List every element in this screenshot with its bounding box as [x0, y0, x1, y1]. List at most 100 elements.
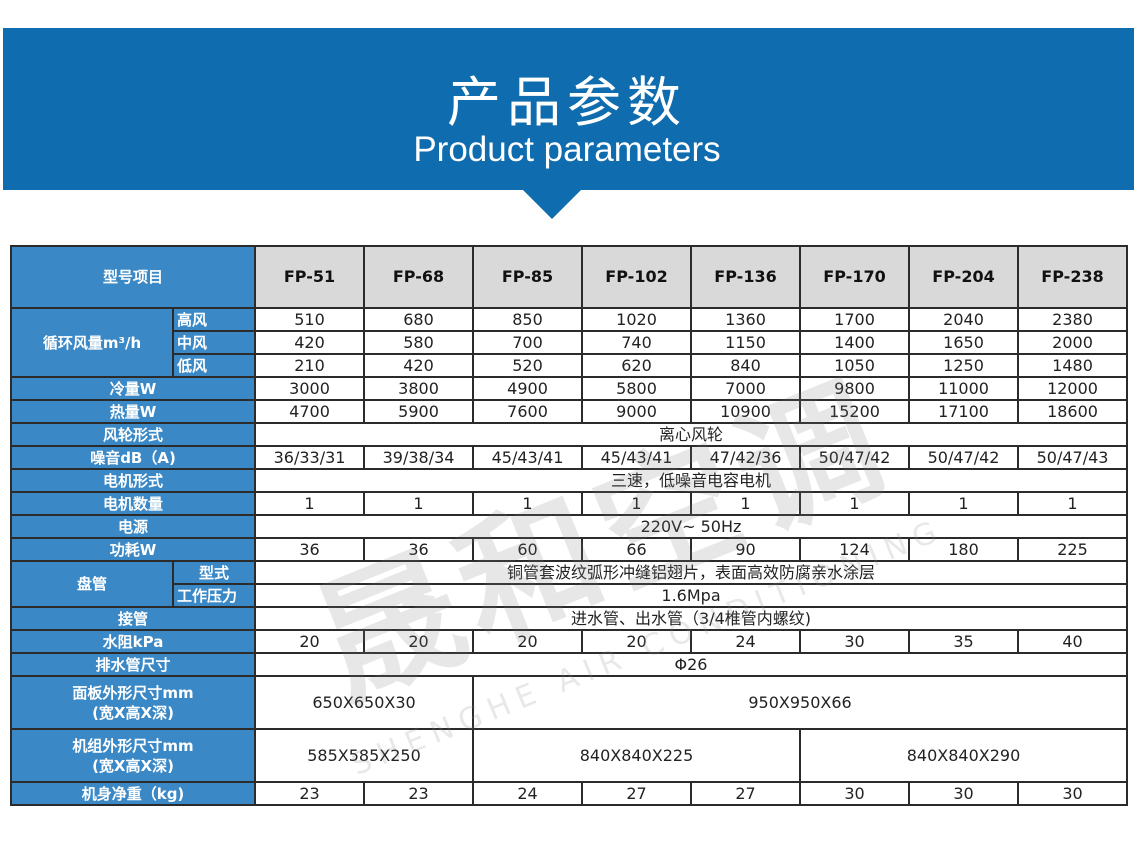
table-cell: 离心风轮	[254, 422, 1129, 447]
row-sub-label: 高风	[171, 307, 257, 332]
table-row: 机身净重（kg) 23 23 24 27 27 30 30 30	[9, 781, 1129, 806]
row-group-label: 盘管	[10, 560, 174, 608]
table-cell: 840	[690, 353, 802, 378]
table-cell: 50/47/42	[908, 445, 1020, 470]
table-cell: 66	[581, 537, 693, 562]
table-cell: 1	[363, 491, 475, 516]
table-row: 循环风量m³/h 高风 510 680 850 1020 1360 1700 2040 2380	[10, 307, 1129, 378]
table-cell: 45/43/41	[581, 445, 693, 470]
table-cell: 4700	[254, 399, 366, 424]
table-cell: 420	[254, 330, 366, 355]
row-label-line: 冷量W	[109, 379, 157, 398]
row-label: 功耗W	[9, 537, 257, 562]
table-row: 风轮形式 离心风轮	[9, 422, 1129, 447]
table-cell: 1050	[799, 353, 911, 378]
table-cell: 23	[363, 781, 475, 806]
row-label: 电源	[9, 514, 257, 539]
table-cell: 30	[908, 781, 1020, 806]
table-cell: 210	[254, 353, 366, 378]
row-label-line: 接管	[118, 609, 149, 628]
table-cell: 620	[581, 353, 693, 378]
table-cell: 23	[254, 781, 366, 806]
row-label: 热量W	[9, 399, 257, 424]
table-cell: 840X840X290	[799, 728, 1129, 783]
table-row: 面板外形尺寸mm (宽X高X深) 650X650X30 950X950X66	[9, 675, 1129, 730]
table-cell: 520	[472, 353, 584, 378]
row-label: 接管	[9, 606, 257, 631]
table-cell: 20	[254, 629, 366, 654]
table-cell: 10900	[690, 399, 802, 424]
row-label-line: 机身净重（kg)	[81, 784, 185, 803]
row-label-line: 机组外形尺寸mm	[72, 736, 194, 755]
row-label-line: 水阻kPa	[102, 632, 164, 651]
row-label-line: (宽X高X深)	[92, 756, 174, 775]
table-cell: 9800	[799, 376, 911, 401]
corner-label: 型号项目	[9, 245, 257, 309]
table-cell: 1400	[799, 330, 911, 355]
table-cell: 3800	[363, 376, 475, 401]
row-label: 水阻kPa	[9, 629, 257, 654]
table-cell: 45/43/41	[472, 445, 584, 470]
row-label-line: (宽X高X深)	[92, 703, 174, 722]
table-cell: 1480	[1017, 353, 1129, 378]
table-cell: 20	[472, 629, 584, 654]
row-label: 排水管尺寸	[9, 652, 257, 677]
row-sub-label: 低风	[171, 353, 257, 378]
table-cell: 50/47/43	[1017, 445, 1129, 470]
table-cell: 24	[472, 781, 584, 806]
table-cell: 124	[799, 537, 911, 562]
page-title: 产品参数	[447, 71, 687, 134]
table-cell: 90	[690, 537, 802, 562]
row-label-line: 功耗W	[109, 540, 157, 559]
table-cell: 铜管套波纹弧形冲缝铝翅片，表面高效防腐亲水涂层	[254, 560, 1129, 585]
table-row: 接管 进水管、出水管（3/4椎管内螺纹)	[9, 606, 1129, 631]
table-cell: 1700	[799, 307, 911, 332]
row-label: 电机数量	[9, 491, 257, 516]
table-cell: 5900	[363, 399, 475, 424]
table-cell: 17100	[908, 399, 1020, 424]
row-label: 电机形式	[9, 468, 257, 493]
table-cell: 580	[363, 330, 475, 355]
row-label-line: 电机形式	[103, 471, 164, 490]
table-cell: 30	[799, 781, 911, 806]
table-row: 机组外形尺寸mm (宽X高X深) 585X585X250 840X840X225 840…	[9, 728, 1129, 783]
row-label: 冷量W	[9, 376, 257, 401]
table-cell: 30	[799, 629, 911, 654]
table-row: 冷量W 3000 3800 4900 5800 7000 9800 11000 12000	[9, 376, 1129, 401]
table-row: 盘管 型式 铜管套波纹弧形冲缝铝翅片，表面高效防腐亲水涂层	[10, 560, 1129, 608]
table-cell: 680	[363, 307, 475, 332]
table-cell: 24	[690, 629, 802, 654]
row-sub-label: 工作压力	[171, 583, 257, 608]
model-header: FP-68	[363, 245, 475, 309]
table-cell: 650X650X30	[254, 675, 475, 730]
table-cell: 7600	[472, 399, 584, 424]
table-cell: 20	[581, 629, 693, 654]
table-cell: 1	[581, 491, 693, 516]
table-cell: 1	[908, 491, 1020, 516]
table-cell: 510	[254, 307, 366, 332]
table-cell: 2380	[1017, 307, 1129, 332]
row-group-label: 循环风量m³/h	[10, 307, 174, 378]
row-label: 机身净重（kg)	[9, 781, 257, 806]
table-cell: 4900	[472, 376, 584, 401]
table-cell: 36	[254, 537, 366, 562]
row-label-line: 排水管尺寸	[95, 655, 171, 674]
table-row: 排水管尺寸 Φ26	[9, 652, 1129, 677]
row-label: 机组外形尺寸mm (宽X高X深)	[9, 728, 257, 783]
table-cell: Φ26	[254, 652, 1129, 677]
row-label: 噪音dB（A)	[9, 445, 257, 470]
row-sub-label: 中风	[171, 330, 257, 355]
table-cell: 585X585X250	[254, 728, 475, 783]
table-cell: 60	[472, 537, 584, 562]
model-header: FP-136	[690, 245, 802, 309]
table-cell: 47/42/36	[690, 445, 802, 470]
row-label-line: 噪音dB（A)	[90, 448, 176, 467]
table-cell: 1.6Mpa	[254, 583, 1129, 608]
table-cell: 12000	[1017, 376, 1129, 401]
table-cell: 180	[908, 537, 1020, 562]
table-row: 电机数量 1 1 1 1 1 1 1 1	[9, 491, 1129, 516]
table-cell: 40	[1017, 629, 1129, 654]
table-cell: 840X840X225	[472, 728, 802, 783]
row-label-line: 电机数量	[103, 494, 164, 513]
banner-pointer	[522, 189, 582, 219]
